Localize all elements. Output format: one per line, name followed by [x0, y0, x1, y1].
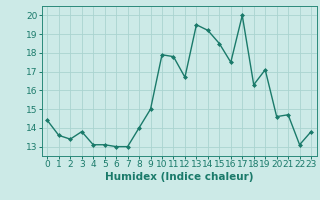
X-axis label: Humidex (Indice chaleur): Humidex (Indice chaleur)	[105, 172, 253, 182]
